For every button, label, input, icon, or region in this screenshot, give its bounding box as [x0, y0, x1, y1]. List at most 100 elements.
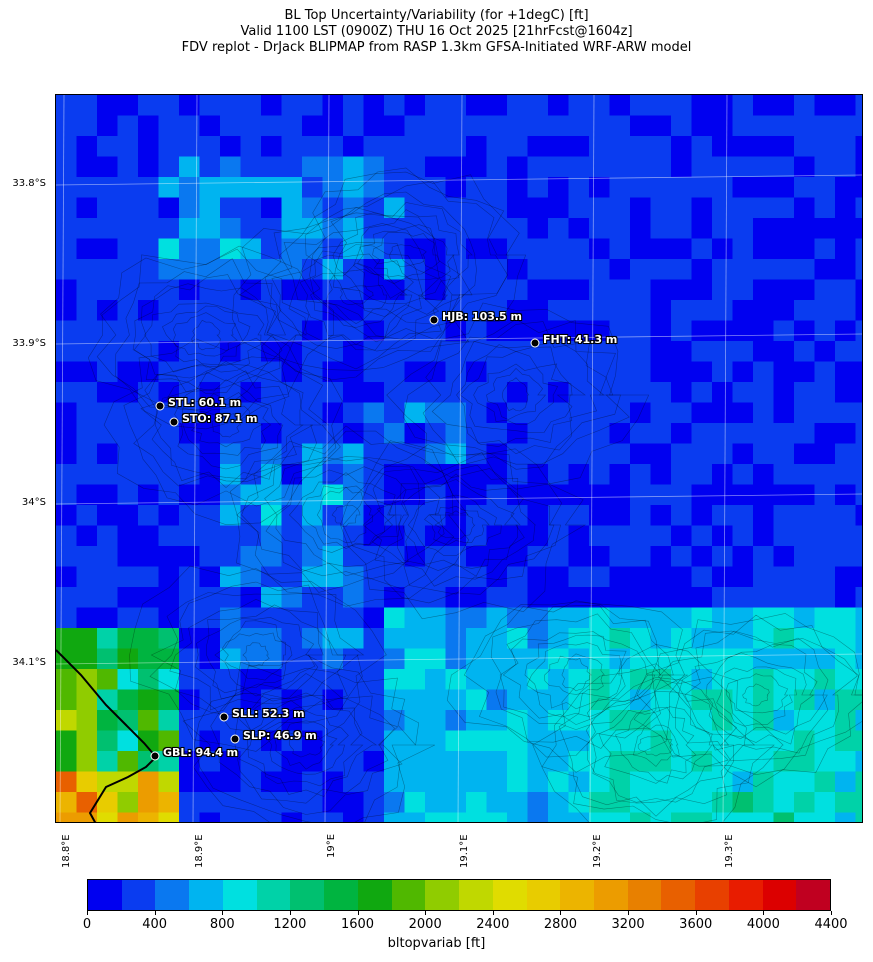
map-cell — [343, 443, 365, 465]
map-cell — [527, 607, 549, 629]
map-cell — [445, 730, 467, 752]
map-cell — [589, 751, 611, 773]
map-cell — [794, 505, 816, 527]
map-cell — [712, 669, 734, 691]
map-cell — [691, 505, 713, 527]
map-cell — [466, 587, 488, 609]
map-cell — [117, 505, 139, 527]
contour-line — [684, 644, 828, 745]
map-cell — [261, 792, 283, 814]
map-cell — [630, 238, 652, 260]
map-cell — [179, 546, 201, 568]
map-cell — [322, 812, 344, 822]
map-cell — [507, 730, 529, 752]
map-cell — [76, 177, 98, 199]
map-cell — [527, 587, 549, 609]
map-cell — [343, 710, 365, 732]
map-cell — [671, 300, 693, 322]
contour-line — [288, 244, 424, 351]
map-cell — [117, 136, 139, 158]
station-marker — [155, 401, 165, 411]
map-cell — [486, 628, 508, 650]
map-cell — [158, 156, 180, 178]
map-cell — [199, 730, 221, 752]
map-cell — [179, 300, 201, 322]
map-cell — [261, 587, 283, 609]
map-cell — [445, 628, 467, 650]
map-cell — [589, 156, 611, 178]
map-cell — [527, 402, 549, 424]
map-cell — [568, 95, 590, 117]
contour-line — [123, 356, 341, 507]
map-cell — [302, 197, 324, 219]
map-cell — [240, 812, 262, 822]
map-cell — [281, 136, 303, 158]
map-cell — [609, 628, 631, 650]
map-cell — [691, 136, 713, 158]
map-cell — [855, 382, 862, 404]
map-cell — [199, 607, 221, 629]
contour-line — [386, 302, 650, 490]
contour-line — [271, 242, 440, 352]
map-cell — [630, 259, 652, 281]
map-cell — [179, 402, 201, 424]
map-cell — [814, 259, 836, 281]
map-cell — [691, 382, 713, 404]
map-cell — [179, 689, 201, 711]
map-cell — [117, 238, 139, 260]
map-cell — [445, 423, 467, 445]
map-cell — [343, 279, 365, 301]
map-cell — [220, 361, 242, 383]
map-cell — [630, 341, 652, 363]
map-cell — [138, 136, 160, 158]
map-cell — [773, 689, 795, 711]
map-cell — [302, 300, 324, 322]
map-cell — [855, 95, 862, 117]
map-cell — [671, 812, 693, 822]
map-cell — [302, 669, 324, 691]
map-cell — [343, 751, 365, 773]
map-cell — [568, 751, 590, 773]
colorbar-swatch — [290, 880, 325, 910]
map-cell — [712, 300, 734, 322]
map-cell — [56, 464, 78, 486]
colorbar-tick-mark — [357, 911, 359, 915]
map-cell — [609, 361, 631, 383]
map-cell — [732, 648, 754, 670]
colorbar-tick-mark — [763, 911, 765, 915]
map-cell — [589, 484, 611, 506]
map-cell — [691, 341, 713, 363]
map-cell — [261, 628, 283, 650]
map-cell — [56, 751, 78, 773]
map-cell — [220, 443, 242, 465]
map-cell — [650, 197, 672, 219]
contour-line — [353, 209, 460, 299]
map-cell — [261, 546, 283, 568]
map-cell — [445, 238, 467, 260]
map-cell — [835, 320, 857, 342]
map-cell — [568, 648, 590, 670]
contour-line — [705, 652, 815, 740]
map-cell — [753, 320, 775, 342]
map-cell — [56, 238, 78, 260]
map-cell — [486, 689, 508, 711]
map-cell — [261, 361, 283, 383]
map-cell — [630, 443, 652, 465]
map-cell — [425, 771, 447, 793]
map-cell — [363, 812, 385, 822]
map-cell — [138, 771, 160, 793]
map-cell — [486, 320, 508, 342]
map-cell — [363, 238, 385, 260]
map-cell — [855, 464, 862, 486]
map-cell — [794, 525, 816, 547]
map-cell — [753, 423, 775, 445]
map-cell — [445, 197, 467, 219]
map-cell — [302, 710, 324, 732]
map-cell — [527, 115, 549, 137]
map-cell — [425, 812, 447, 822]
map-cell — [855, 525, 862, 547]
map-cell — [56, 812, 78, 822]
map-cell — [384, 628, 406, 650]
map-cell — [609, 320, 631, 342]
map-cell — [117, 279, 139, 301]
